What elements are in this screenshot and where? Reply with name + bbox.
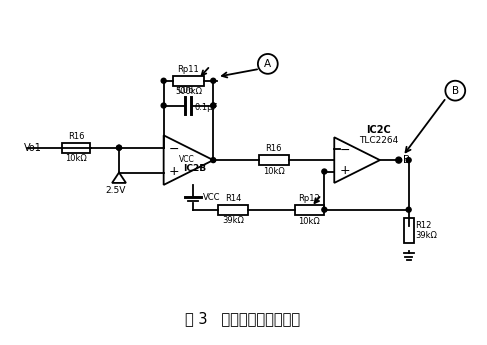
- Circle shape: [211, 78, 216, 83]
- Bar: [218, 205, 248, 215]
- Text: 39kΩ: 39kΩ: [222, 216, 244, 225]
- Bar: [62, 143, 90, 152]
- Text: VCC: VCC: [179, 155, 194, 164]
- Text: 500kΩ: 500kΩ: [175, 87, 202, 96]
- Bar: [404, 218, 413, 244]
- Bar: [172, 76, 205, 86]
- Text: 10kΩ: 10kΩ: [65, 154, 87, 163]
- Circle shape: [396, 157, 402, 163]
- Text: R16: R16: [265, 144, 282, 153]
- Text: R14: R14: [225, 194, 241, 203]
- Text: 图 3   二级放大器和比较器: 图 3 二级放大器和比较器: [186, 311, 300, 326]
- Text: Rp12: Rp12: [299, 194, 320, 203]
- Text: C06: C06: [177, 86, 194, 95]
- Circle shape: [161, 103, 166, 108]
- Text: 0.1μF: 0.1μF: [194, 103, 218, 112]
- Circle shape: [211, 103, 216, 108]
- Text: TLC2264: TLC2264: [359, 136, 398, 145]
- Text: B: B: [403, 155, 410, 165]
- Text: −: −: [339, 144, 350, 157]
- Text: VCC: VCC: [204, 193, 221, 202]
- Text: Rp11: Rp11: [178, 65, 199, 74]
- Text: R16: R16: [68, 132, 85, 141]
- Circle shape: [322, 207, 327, 212]
- Text: 10kΩ: 10kΩ: [299, 217, 320, 226]
- Circle shape: [116, 145, 121, 150]
- Text: +: +: [339, 164, 350, 177]
- Text: −: −: [169, 143, 179, 156]
- Text: R12
39kΩ: R12 39kΩ: [415, 221, 437, 240]
- Text: +: +: [169, 165, 179, 178]
- Circle shape: [211, 103, 216, 108]
- Circle shape: [406, 207, 411, 212]
- Circle shape: [406, 158, 411, 162]
- Circle shape: [116, 145, 121, 150]
- Circle shape: [322, 169, 327, 174]
- Text: A: A: [264, 59, 271, 69]
- Text: B: B: [452, 86, 459, 96]
- Text: IC2C: IC2C: [367, 125, 391, 135]
- Bar: [295, 205, 324, 215]
- Text: Vo1: Vo1: [24, 143, 42, 153]
- Text: 2.5V: 2.5V: [106, 186, 126, 195]
- Circle shape: [161, 78, 166, 83]
- Text: IC2B: IC2B: [183, 164, 206, 172]
- Bar: [259, 155, 289, 165]
- Circle shape: [211, 158, 216, 162]
- Text: 10kΩ: 10kΩ: [263, 167, 284, 176]
